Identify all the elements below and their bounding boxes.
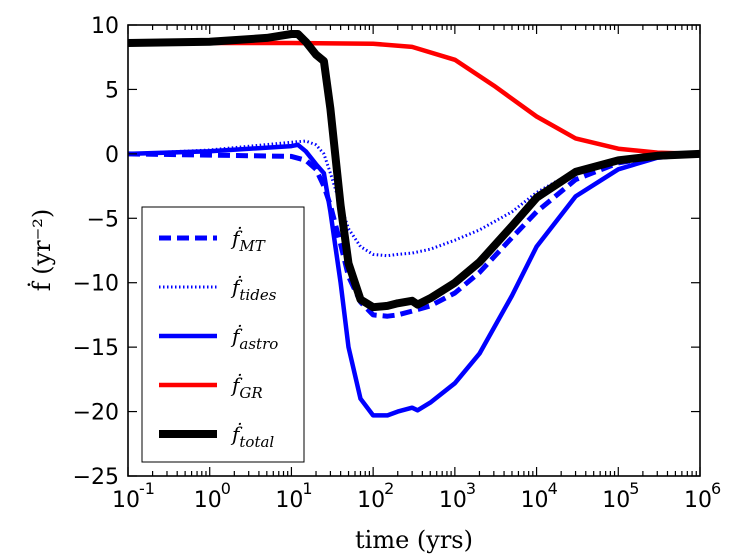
svg-text:5: 5	[629, 479, 639, 498]
x-tick-label: 10 -1	[112, 479, 155, 513]
svg-text:10: 10	[439, 488, 467, 513]
series-line-mt	[127, 151, 701, 319]
axis-ticks	[127, 24, 701, 477]
y-tick-label: −20	[73, 401, 119, 426]
series-line-astro	[127, 142, 701, 418]
svg-text:0: 0	[221, 479, 231, 498]
series-line-gr	[128, 40, 701, 157]
svg-text:10: 10	[521, 488, 549, 513]
x-tick-label: 10 1	[275, 479, 312, 513]
legend-label: ḟtotal	[230, 421, 274, 451]
svg-text:1: 1	[302, 479, 312, 498]
svg-text:10: 10	[684, 488, 712, 513]
y-tick-label: 10	[91, 14, 119, 39]
svg-text:2: 2	[384, 479, 394, 498]
x-tick-label: 10 0	[194, 479, 231, 513]
series-line-total	[127, 30, 701, 312]
y-tick-label: −5	[87, 207, 119, 232]
legend-entry-total: ḟtotal	[159, 421, 274, 451]
x-tick-label: 10 6	[684, 479, 721, 513]
y-tick-label: 0	[105, 143, 119, 168]
x-tick-label: 10 5	[602, 479, 639, 513]
y-axis-title: ḟ (yr⁻²)	[27, 209, 56, 292]
y-tick-label: −10	[73, 272, 119, 297]
plot-lines	[127, 30, 701, 418]
svg-text:10: 10	[194, 488, 222, 513]
plot-frame	[127, 24, 701, 477]
svg-text:10: 10	[275, 488, 303, 513]
svg-text:4: 4	[548, 479, 558, 498]
y-tick-labels: 10 5 0 −5 −10 −15 −20 −25	[73, 14, 119, 490]
x-tick-label: 10 3	[439, 479, 476, 513]
y-tick-label: −15	[73, 336, 119, 361]
svg-text:10: 10	[357, 488, 385, 513]
x-tick-label: 10 2	[357, 479, 394, 513]
legend-entry-gr: ḟGR	[159, 372, 263, 402]
x-tick-labels: 10 -1 10 0 10 1 10 2 10 3 10 4 10 5 10 6	[112, 479, 721, 513]
svg-text:10: 10	[602, 488, 630, 513]
x-tick-label: 10 4	[521, 479, 558, 513]
svg-text:3: 3	[466, 479, 476, 498]
svg-text:6: 6	[711, 479, 721, 498]
svg-text:10: 10	[112, 488, 140, 513]
y-tick-label: −25	[73, 465, 119, 490]
y-tick-label: 5	[105, 78, 119, 103]
x-axis-title: time (yrs)	[355, 526, 473, 554]
svg-text:-1: -1	[139, 479, 155, 498]
